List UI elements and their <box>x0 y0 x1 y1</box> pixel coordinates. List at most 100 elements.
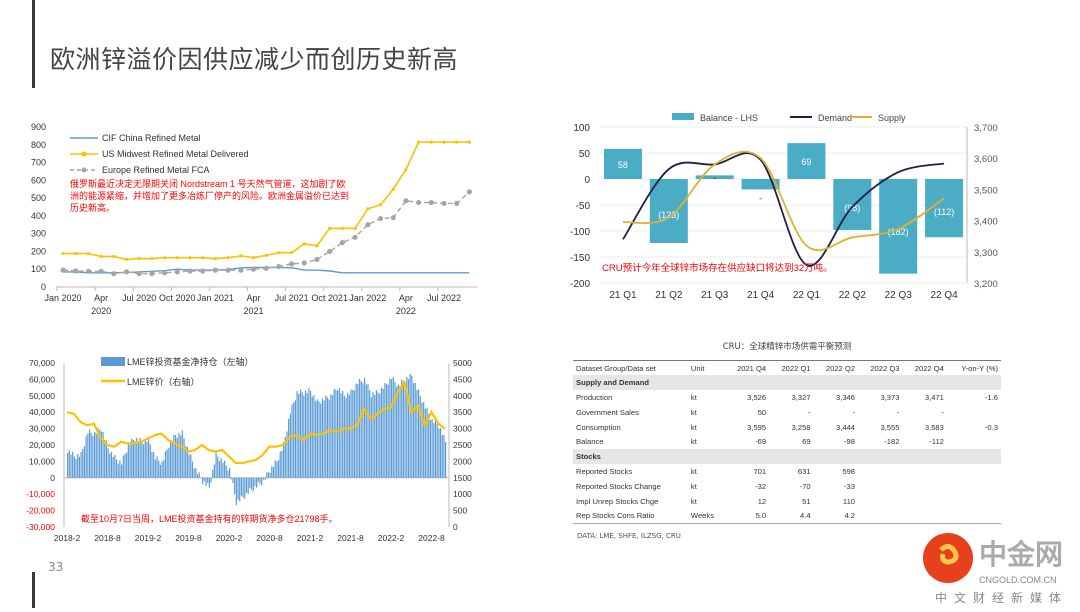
legend-label: US Midwest Refined Metal Delivered <box>102 149 249 159</box>
table-cell: kt <box>688 405 725 420</box>
fund-position-bar <box>189 455 190 478</box>
fund-position-bar <box>440 428 441 478</box>
table-cell: -182 <box>858 434 902 449</box>
y-right-tick-label: 3,400 <box>974 217 998 228</box>
fund-position-bar <box>94 432 95 478</box>
fund-position-bar <box>87 433 88 477</box>
x-tick-label: 2020-8 <box>256 533 283 543</box>
fund-position-bar <box>148 437 149 478</box>
data-point <box>276 264 281 269</box>
data-point <box>176 256 179 259</box>
data-point <box>455 141 458 144</box>
fund-position-bar <box>361 381 362 478</box>
table-cell <box>902 494 946 509</box>
table-cell: 12 <box>725 494 769 509</box>
bar-data-label: - <box>759 193 762 203</box>
fund-position-bar <box>163 460 164 478</box>
y-tick-label: 700 <box>31 158 46 168</box>
fund-position-bar <box>222 463 223 478</box>
fund-position-bar <box>374 395 375 478</box>
x-tick-label: 22 Q4 <box>930 290 958 301</box>
data-point <box>86 269 91 274</box>
fund-position-bar <box>335 390 336 478</box>
x-tick-label: 2021-2 <box>297 533 324 543</box>
x-tick-label: Oct 2021 <box>311 293 348 303</box>
x-tick-label: 2022-2 <box>378 533 405 543</box>
fund-position-bar <box>227 471 228 478</box>
data-point <box>251 267 256 272</box>
fund-position-bar <box>168 448 169 478</box>
data-point <box>454 201 459 206</box>
fund-position-bar <box>237 478 238 500</box>
fund-position-bar <box>437 424 438 478</box>
legend-label: LME锌投资基金净持仓（左轴） <box>127 356 254 367</box>
table-cell: Reported Stocks <box>573 464 688 479</box>
fund-position-bar <box>91 433 92 478</box>
fund-position-bar <box>243 478 244 498</box>
data-point <box>379 203 382 206</box>
y-right-tick-label: 4000 <box>453 391 472 401</box>
bar-data-label: 58 <box>618 160 628 170</box>
fund-position-bar <box>261 478 262 485</box>
table-cell: - <box>858 405 902 420</box>
annotation-text: 俄罗斯最近决定无限期关闭 Nordstream 1 号天然气管道，这加剧了欧 <box>70 178 346 189</box>
x-tick-label: 2019-8 <box>175 533 202 543</box>
table-cell: - <box>814 405 858 420</box>
data-point <box>213 268 218 273</box>
fund-position-bar <box>357 384 358 478</box>
fund-position-bar <box>129 445 130 478</box>
fund-position-bar <box>389 378 390 477</box>
data-point <box>238 268 243 273</box>
fund-position-bar <box>70 455 71 478</box>
x-tick-label: 21 Q4 <box>747 290 775 301</box>
table-cell: 3,471 <box>902 390 946 405</box>
table-cell <box>858 494 902 509</box>
y-left-tick-label: 40,000 <box>29 407 55 417</box>
fund-position-bar <box>207 478 208 483</box>
fund-position-bar <box>140 438 141 478</box>
group-label: Stocks <box>573 449 1001 464</box>
balance-chart: -200-150-100-500501003,2003,3003,4003,50… <box>560 105 1010 305</box>
fund-position-bar <box>438 428 439 478</box>
fund-position-bar <box>256 478 257 488</box>
data-point <box>340 240 345 245</box>
table-cell <box>902 508 946 523</box>
table-cell: Dataset Group/Data set <box>573 361 688 376</box>
table-cell: - <box>902 405 946 420</box>
data-point <box>265 254 268 257</box>
data-point <box>124 269 129 274</box>
table-cell <box>947 508 1001 523</box>
fund-position-bar <box>280 452 281 478</box>
x-tick-label: 2020-2 <box>216 533 243 543</box>
y-left-tick-label: 10,000 <box>29 456 55 466</box>
table-cell: 4.4 <box>769 508 813 523</box>
fund-position-bar <box>167 450 168 478</box>
data-point <box>378 216 383 221</box>
fund-position-bar <box>263 478 264 480</box>
fund-position-bar <box>376 390 377 478</box>
data-point <box>61 252 64 255</box>
x-tick-label: Apr <box>246 293 260 303</box>
fund-position-bar <box>195 468 196 478</box>
cngold-logo: 中金网 CNGOLD.COM.CN 中文财经新媒体 <box>905 528 1080 608</box>
fund-position-bar <box>396 387 397 478</box>
annotation-text: 截至10月7日当周，LME投资基金持有的锌期货净多仓21798手。 <box>81 513 338 524</box>
fund-position-bar <box>432 419 433 478</box>
fund-position-bar <box>275 460 276 477</box>
bar-data-label: 69 <box>801 157 811 167</box>
fund-position-bar <box>156 456 157 477</box>
legend-label: CIF China Refined Metal <box>102 133 201 143</box>
fund-position-bar <box>351 390 352 478</box>
table-cell <box>858 464 902 479</box>
fund-position-bar <box>320 404 321 478</box>
fund-position-bar <box>146 442 147 478</box>
fund-position-bar <box>123 456 124 478</box>
fund-position-bar <box>204 478 205 481</box>
data-point <box>214 257 217 260</box>
table-source: DATA: LME, SHFE, ILZSG, CRU <box>577 532 681 540</box>
fund-position-bar <box>300 390 301 478</box>
table-cell: 3,555 <box>858 420 902 435</box>
